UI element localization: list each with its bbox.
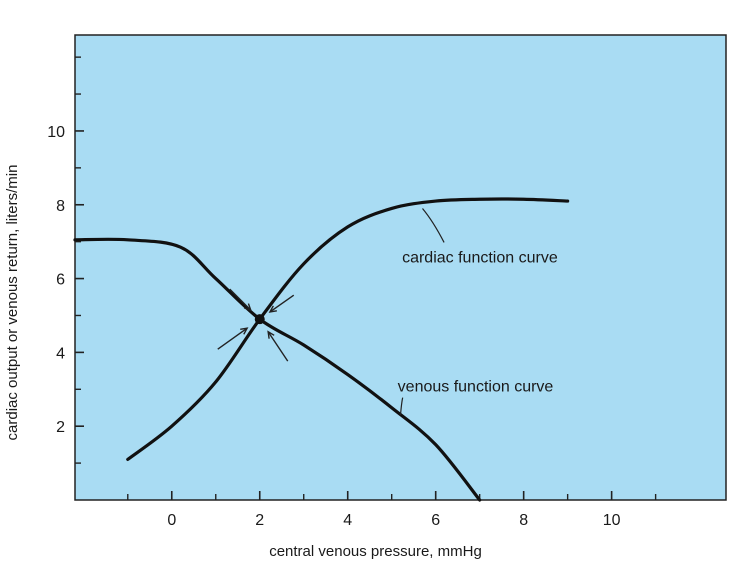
series-lines [73,197,570,502]
plot-area [74,34,727,501]
x-tick-label: 8 [519,512,528,529]
arrow-shaft [229,288,252,311]
x-axis-label: central venous pressure, mmHg [269,543,482,560]
arrow-head [267,330,275,339]
x-tick-label: 10 [603,512,621,529]
annotation-pointer [399,397,404,416]
convergence-arrows [217,288,295,362]
tick-labels: 0 2 4 6 8 10 2 4 6 8 10 [47,124,620,529]
cardiac-function-curve [126,197,570,462]
x-tick-label: 6 [431,512,440,529]
arrow-shaft [269,294,295,313]
x-tick-label: 2 [255,512,264,529]
venous-function-curve [73,237,482,502]
y-tick-label: 4 [56,345,65,362]
arrow-shaft [267,331,289,362]
y-tick-label: 10 [47,124,65,141]
y-tick-label: 6 [56,272,65,289]
venous-curve-annotation: venous function curve [398,379,554,396]
axis-ticks [75,56,657,500]
annotation-pointer [422,208,445,243]
x-tick-label: 0 [167,512,176,529]
arrow-head [240,327,249,335]
y-axis-label: cardiac output or venous return, liters/… [4,165,21,441]
arrow-head [268,305,277,313]
equilibrium-point [254,314,265,325]
arrow-shaft [217,327,248,350]
y-tick-label: 2 [56,419,65,436]
y-tick-label: 8 [56,198,65,215]
cardiac-curve-annotation: cardiac function curve [402,249,558,266]
arrow-head [243,303,252,312]
x-tick-label: 4 [343,512,352,529]
annotations: cardiac function curve venous function cu… [398,208,558,416]
